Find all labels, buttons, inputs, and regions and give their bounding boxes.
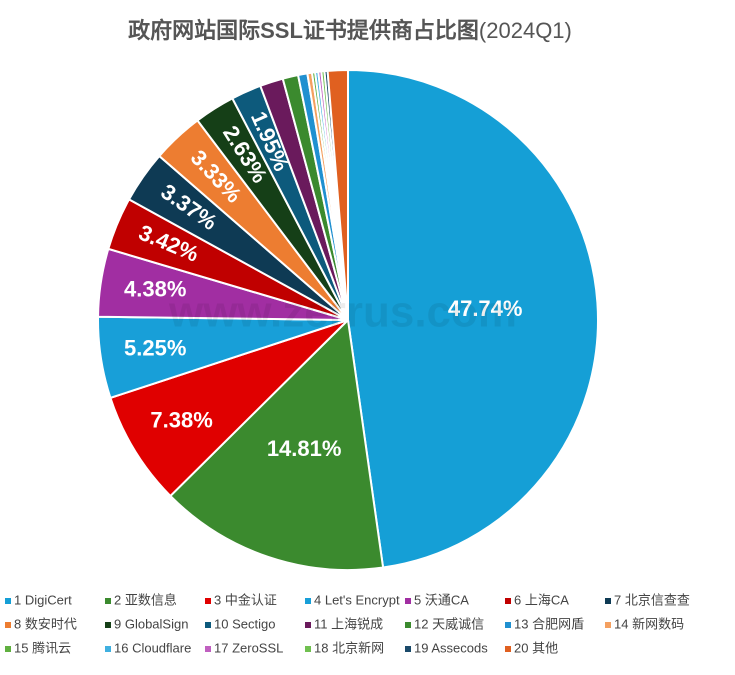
legend-label: 14 新网数码 [614, 616, 684, 631]
legend-label: 8 数安时代 [14, 616, 77, 631]
legend-swatch [505, 622, 511, 628]
legend-label: 18 北京新网 [314, 640, 384, 655]
legend-swatch [405, 646, 411, 652]
legend-swatch [605, 622, 611, 628]
legend-label: 17 ZeroSSL [214, 640, 283, 655]
legend-swatch [305, 646, 311, 652]
watermark: www.zerrus.com [168, 288, 517, 337]
legend-label: 5 沃通CA [414, 592, 469, 607]
legend-label: 10 Sectigo [214, 616, 275, 631]
legend-swatch [105, 598, 111, 604]
pie: 47.74%14.81%7.38%5.25%4.38%3.42%3.37%3.3… [97, 68, 599, 571]
pie-slice [109, 319, 349, 498]
legend-label: 3 中金认证 [214, 592, 277, 607]
data-label: 7.38% [150, 408, 212, 433]
legend-label: 15 腾讯云 [14, 640, 71, 655]
pie-slice [168, 317, 385, 571]
legend-swatch [5, 598, 11, 604]
legend-swatch [305, 598, 311, 604]
legend-swatch [405, 622, 411, 628]
legend-swatch [605, 598, 611, 604]
legend-label: 13 合肥网盾 [514, 616, 584, 631]
legend: 1 DigiCert 2 亚数信息 3 中金认证 4 Let's Encrypt 5 沃… [5, 592, 690, 655]
data-label: 4.38% [124, 277, 186, 302]
chart-title: 政府网站国际SSL证书提供商占比图 [128, 18, 479, 43]
legend-label: 1 DigiCert [14, 592, 72, 607]
pie-slice [326, 68, 349, 321]
legend-label: 16 Cloudflare [114, 640, 191, 655]
legend-swatch [205, 598, 211, 604]
legend-swatch [105, 646, 111, 652]
legend-label: 6 上海CA [514, 592, 569, 607]
legend-swatch [205, 646, 211, 652]
legend-label: 11 上海锐成 [314, 616, 383, 631]
legend-swatch [505, 646, 511, 652]
legend-swatch [505, 598, 511, 604]
legend-label: 4 Let's Encrypt [314, 592, 400, 607]
data-label: 5.25% [124, 335, 186, 360]
data-label: 47.74% [448, 296, 523, 321]
legend-swatch [105, 622, 111, 628]
data-label: 14.81% [267, 436, 342, 461]
pie-slice [347, 68, 599, 569]
chart-subtitle: (2024Q1) [479, 18, 572, 43]
legend-label: 12 天威诚信 [414, 616, 484, 631]
legend-swatch [5, 622, 11, 628]
chart-title-group: 政府网站国际SSL证书提供商占比图(2024Q1) [128, 18, 572, 43]
legend-swatch [305, 622, 311, 628]
legend-swatch [5, 646, 11, 652]
legend-label: 20 其他 [514, 640, 558, 655]
legend-label: 2 亚数信息 [114, 592, 177, 607]
legend-label: 19 Assecods [414, 640, 488, 655]
legend-label: 9 GlobalSign [114, 616, 188, 631]
legend-label: 7 北京信查查 [614, 592, 690, 607]
legend-swatch [405, 598, 411, 604]
legend-swatch [205, 622, 211, 628]
